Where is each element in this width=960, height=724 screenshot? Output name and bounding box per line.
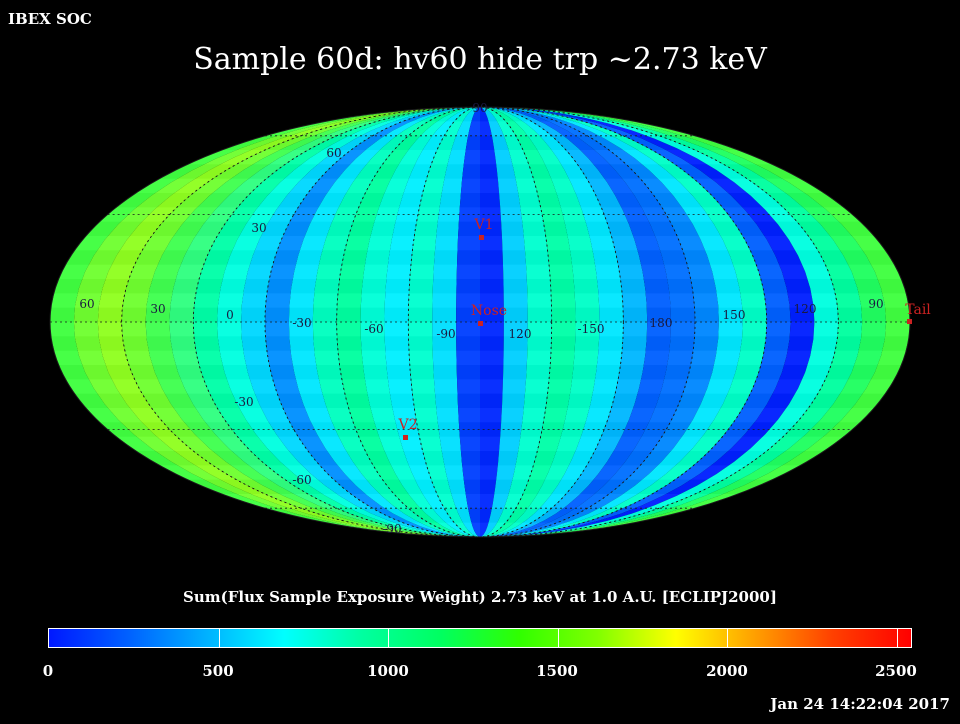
lat-label-m60: -60 — [292, 473, 311, 487]
flux-row-shade — [50, 121, 910, 136]
flux-row-shade — [50, 394, 910, 408]
flux-row-shade — [50, 150, 910, 165]
lon-label-180: 180 — [650, 316, 673, 330]
flux-band — [480, 107, 648, 537]
colorbar-tick-2500: 2500 — [875, 662, 917, 680]
flux-row-shade — [50, 465, 910, 480]
flux-row-shade — [50, 279, 910, 293]
lon-label-m60: -60 — [364, 322, 383, 336]
colorbar-divider — [557, 629, 559, 647]
colorbar-divider — [727, 629, 728, 647]
flux-row-shade — [50, 494, 910, 509]
lat-label-90: 90 — [472, 101, 487, 115]
flux-band — [408, 107, 480, 537]
flux-row-shade — [50, 293, 910, 308]
colorbar — [48, 628, 912, 648]
flux-row-shade — [50, 379, 910, 394]
flux-row-shade — [50, 236, 910, 251]
colorbar-divider — [388, 629, 389, 647]
flux-row-shade — [50, 193, 910, 207]
tail-marker — [907, 319, 912, 324]
flux-row-shade — [50, 336, 910, 350]
v1-label: V1 — [473, 217, 493, 233]
flux-row-shade — [50, 408, 910, 423]
flux-band — [480, 107, 624, 537]
nose-label: Nose — [471, 303, 507, 319]
map-title: Sample 60d: hv60 hide trp ~2.73 keV — [193, 42, 767, 77]
lon-label-30: 30 — [150, 302, 165, 316]
lat-label-60: 60 — [326, 146, 341, 160]
lon-label-120b: 120 — [794, 302, 817, 316]
flux-row-shade — [50, 508, 910, 522]
flux-band — [360, 107, 480, 537]
graticule-meridian — [336, 107, 624, 537]
flux-row-shade — [50, 178, 910, 193]
lon-label-m150: -150 — [578, 322, 605, 336]
lon-label-90: 90 — [868, 297, 883, 311]
flux-band — [480, 107, 528, 537]
flux-row-shade — [50, 436, 910, 451]
lon-label-60: 60 — [79, 297, 94, 311]
flux-row-shade — [50, 164, 910, 178]
tail-label: Tail — [905, 302, 931, 318]
colorbar-divider — [218, 629, 220, 647]
colorbar-tick-1500: 1500 — [536, 662, 578, 680]
colorbar-tick-500: 500 — [202, 662, 234, 680]
v2-label: V2 — [397, 417, 417, 433]
flux-row-shade — [50, 365, 910, 379]
colorbar-tick-2000: 2000 — [706, 662, 748, 680]
timestamp: Jan 24 14:22:04 2017 — [770, 695, 950, 713]
lon-label-120: 120 — [509, 327, 532, 341]
corner-label: IBEX SOC — [8, 10, 92, 28]
lon-label-m90: -90 — [436, 327, 455, 341]
flux-row-shade — [50, 522, 910, 537]
colorbar-tick-0: 0 — [42, 662, 54, 680]
flux-row-shade — [50, 250, 910, 264]
lat-label-m90: -90 — [382, 522, 401, 536]
flux-row-shade — [50, 350, 910, 365]
flux-row-shade — [50, 136, 910, 150]
colorbar-tick-1000: 1000 — [367, 662, 409, 680]
flux-band — [336, 107, 480, 537]
graticule-meridian — [121, 107, 839, 537]
v2-marker — [403, 435, 408, 440]
lat-label-m30: -30 — [234, 395, 253, 409]
flux-row-shade — [50, 207, 910, 222]
colorbar-divider — [896, 629, 898, 647]
flux-row-shade — [50, 480, 910, 494]
flux-band — [480, 107, 576, 537]
lon-label-150: 150 — [723, 308, 746, 322]
flux-row-shade — [50, 264, 910, 279]
lat-label-0: 0 — [226, 308, 234, 322]
colorbar-title: Sum(Flux Sample Exposure Weight) 2.73 ke… — [183, 588, 777, 606]
nose-marker — [478, 321, 483, 326]
lon-label-m30: -30 — [292, 316, 311, 330]
flux-row-shade — [50, 451, 910, 465]
lat-label-30: 30 — [251, 221, 266, 235]
v1-marker — [479, 235, 484, 240]
